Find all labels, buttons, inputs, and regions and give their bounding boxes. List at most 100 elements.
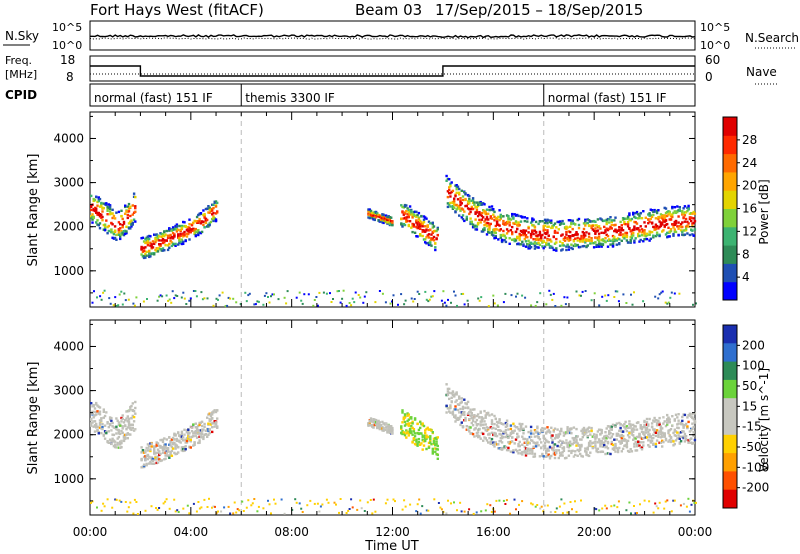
scatter-cell [609, 243, 612, 246]
scatter-cell [149, 460, 152, 464]
scatter-cell [208, 223, 211, 227]
scatter-cell [468, 195, 471, 198]
scatter-cell [131, 213, 134, 216]
scatter-cell [476, 431, 480, 434]
scatter-cell [493, 442, 496, 445]
scatter-cell [566, 429, 569, 433]
scatter-cell [585, 239, 588, 242]
scatter-cell [406, 423, 409, 426]
scatter-cell [512, 422, 515, 425]
near-range-cell [604, 504, 607, 507]
scatter-cell [635, 428, 639, 431]
scatter-cell [185, 439, 189, 443]
scatter-cell [132, 409, 136, 413]
scatter-cell [427, 243, 431, 247]
scatter-cell [188, 230, 191, 233]
near-range-cell [345, 304, 348, 307]
scatter-cell [174, 447, 177, 450]
scatter-cell [401, 409, 404, 412]
scatter-cell [178, 238, 181, 242]
near-range-cell [150, 505, 153, 508]
scatter-cell [159, 244, 162, 247]
scatter-cell [100, 204, 103, 208]
scatter-cell [537, 432, 540, 435]
scatter-cell [642, 210, 645, 213]
scatter-cell [606, 234, 610, 238]
near-range-cell [693, 502, 696, 504]
scatter-cell [153, 445, 156, 448]
scatter-cell [682, 413, 685, 416]
scatter-cell [184, 445, 187, 448]
x-tick-label: 16:00 [476, 525, 511, 539]
scatter-cell [585, 451, 588, 454]
scatter-cell [183, 449, 186, 452]
scatter-cell [576, 218, 579, 222]
scatter-cell [563, 239, 567, 242]
scatter-cell [534, 430, 538, 433]
scatter-cell [100, 203, 103, 206]
scatter-cell [207, 211, 210, 214]
freq-label: Freq. [5, 54, 32, 67]
scatter-cell [650, 230, 654, 234]
scatter-cell [634, 237, 637, 240]
scatter-cell [445, 383, 448, 386]
scatter-cell [590, 237, 593, 240]
scatter-cell [649, 435, 652, 438]
scatter-cell [547, 441, 550, 444]
near-range-cell [211, 506, 213, 509]
near-range-cell [431, 295, 434, 298]
scatter-cell [597, 438, 601, 441]
scatter-cell [150, 462, 153, 465]
scatter-cell [605, 218, 608, 222]
scatter-cell [518, 440, 521, 444]
scatter-cell [130, 428, 133, 431]
near-range-cell [224, 305, 227, 308]
y-tick-label: 1000 [53, 472, 84, 486]
scatter-cell [471, 207, 475, 211]
scatter-cell [581, 237, 584, 241]
scatter-cell [197, 231, 200, 235]
scatter-cell [585, 245, 588, 248]
scatter-cell [208, 431, 211, 435]
near-range-cell [102, 502, 105, 505]
scatter-cell [493, 237, 496, 240]
scatter-cell [642, 444, 645, 447]
scatter-cell [436, 448, 439, 451]
scatter-cell [173, 235, 176, 238]
scatter-cell [126, 426, 129, 429]
scatter-cell [601, 239, 605, 242]
scatter-cell [121, 431, 124, 434]
near-range-cell [463, 303, 466, 306]
velocity-ylabel: Slant Range [km] [26, 362, 41, 475]
scatter-cell [668, 230, 671, 233]
scatter-cell [93, 420, 97, 423]
scatter-cell [518, 238, 521, 242]
scatter-cell [105, 411, 108, 414]
scatter-cell [127, 222, 131, 225]
near-range-cell [634, 512, 637, 515]
scatter-cell [445, 411, 448, 414]
scatter-cell [180, 226, 184, 229]
scatter-cell [119, 237, 122, 241]
near-range-cell [338, 290, 340, 292]
scatter-cell [149, 255, 152, 258]
scatter-cell [478, 435, 481, 438]
scatter-cell [469, 408, 472, 411]
scatter-cell [165, 450, 168, 453]
scatter-cell [120, 446, 123, 449]
near-range-cell [318, 510, 321, 513]
scatter-cell [571, 227, 574, 231]
scatter-cell [529, 425, 533, 429]
scatter-cell [526, 442, 529, 446]
colorbar-swatch [723, 226, 737, 246]
scatter-cell [483, 203, 486, 206]
scatter-cell [541, 233, 544, 237]
scatter-cell [567, 446, 571, 449]
scatter-cell [682, 435, 685, 438]
scatter-cell [637, 440, 640, 444]
near-range-cell [679, 504, 682, 507]
scatter-cell [484, 423, 487, 426]
scatter-cell [668, 439, 671, 442]
scatter-cell [548, 446, 552, 449]
scatter-cell [488, 208, 491, 212]
